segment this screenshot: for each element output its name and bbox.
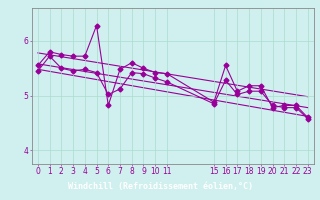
Text: Windchill (Refroidissement éolien,°C): Windchill (Refroidissement éolien,°C) [68, 182, 252, 192]
